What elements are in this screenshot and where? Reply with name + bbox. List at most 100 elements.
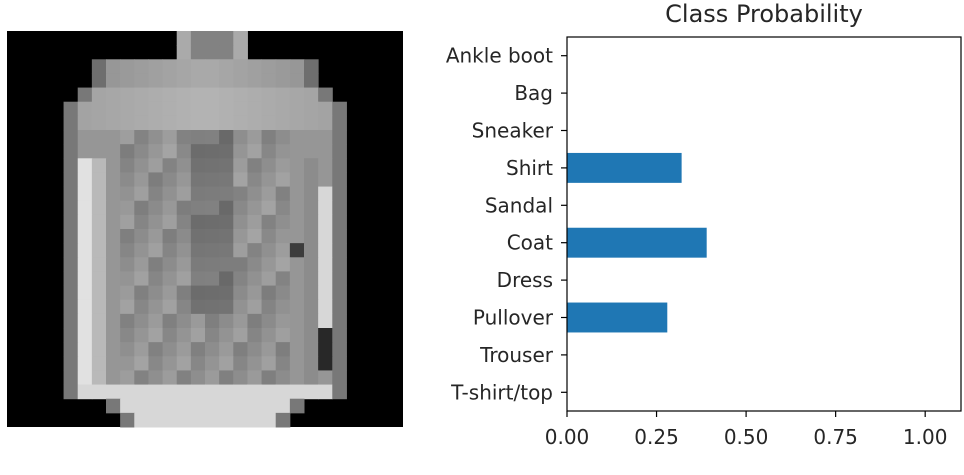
x-tick-label: 0.50 — [724, 425, 769, 449]
image-pixel — [247, 200, 263, 216]
image-pixel — [205, 87, 220, 103]
image-pixel — [91, 130, 107, 145]
image-pixel — [162, 243, 178, 258]
image-pixel — [233, 158, 248, 173]
image-pixel — [120, 87, 135, 103]
image-pixel — [190, 115, 206, 131]
image-pixel — [162, 172, 178, 188]
image-pixel — [120, 186, 135, 202]
image-pixel — [247, 271, 263, 287]
image-pixel — [247, 130, 263, 145]
image-pixel — [148, 229, 164, 244]
image-pixel — [219, 398, 234, 414]
image-pixel — [134, 299, 149, 315]
image-pixel — [106, 59, 121, 74]
image-pixel — [190, 214, 206, 230]
image-pixel — [162, 200, 178, 216]
image-pixel — [162, 342, 178, 357]
image-pixel — [233, 313, 248, 329]
image-pixel — [332, 257, 347, 272]
image-pixel — [318, 356, 333, 371]
image-pixel — [106, 130, 121, 145]
image-pixel — [63, 243, 79, 258]
image-pixel — [91, 342, 107, 357]
image-pixel — [63, 214, 79, 230]
image-pixel — [233, 31, 248, 46]
image-pixel — [63, 356, 79, 371]
image-pixel — [289, 328, 305, 343]
image-pixel — [289, 398, 305, 414]
image-pixel — [261, 158, 277, 173]
image-pixel — [162, 370, 178, 386]
image-pixel — [289, 144, 305, 159]
image-pixel — [120, 257, 135, 272]
image-pixel — [63, 229, 79, 244]
image-pixel — [247, 328, 263, 343]
image-pixel — [275, 257, 291, 272]
image-pixel — [233, 342, 248, 357]
image-pixel — [77, 356, 93, 371]
image-pixel — [148, 271, 164, 287]
image-pixel — [247, 115, 263, 131]
image-pixel — [247, 356, 263, 371]
image-pixel — [176, 257, 192, 272]
image-pixel — [289, 229, 305, 244]
image-pixel — [318, 101, 333, 117]
image-pixel — [77, 158, 93, 173]
image-pixel — [219, 73, 234, 89]
image-pixel — [275, 328, 291, 343]
image-pixel — [77, 186, 93, 202]
image-pixel — [332, 243, 347, 258]
image-pixel — [77, 172, 93, 188]
image-pixel — [304, 257, 319, 272]
image-pixel — [318, 313, 333, 329]
image-pixel — [219, 45, 234, 60]
image-pixel — [261, 299, 277, 315]
image-pixel — [106, 328, 121, 343]
image-pixel — [162, 130, 178, 145]
y-tick-label: T-shirt/top — [450, 380, 553, 404]
input-image-panel — [7, 31, 403, 428]
image-pixel — [219, 412, 234, 428]
image-pixel — [304, 370, 319, 386]
image-pixel — [205, 101, 220, 117]
image-pixel — [176, 229, 192, 244]
image-pixel — [134, 243, 149, 258]
image-pixel — [162, 214, 178, 230]
image-pixel — [120, 412, 135, 428]
image-pixel — [162, 59, 178, 74]
image-pixel — [247, 257, 263, 272]
image-pixel — [190, 172, 206, 188]
image-pixel — [233, 285, 248, 301]
image-pixel — [289, 384, 305, 400]
image-pixel — [148, 285, 164, 301]
image-pixel — [176, 200, 192, 216]
image-pixel — [63, 200, 79, 216]
image-pixel — [275, 384, 291, 400]
image-pixel — [162, 384, 178, 400]
image-pixel — [205, 200, 220, 216]
image-pixel — [205, 243, 220, 258]
x-axis-ticks: 0.00 0.25 0.50 0.75 1.00 — [545, 411, 947, 449]
image-pixel — [318, 87, 333, 103]
image-pixel — [162, 313, 178, 329]
image-pixel — [190, 87, 206, 103]
image-pixel — [106, 285, 121, 301]
image-pixel — [332, 101, 347, 117]
image-pixel — [162, 257, 178, 272]
image-pixel — [190, 370, 206, 386]
image-pixel — [162, 271, 178, 287]
image-pixel — [91, 186, 107, 202]
image-pixel — [233, 144, 248, 159]
y-tick-label: Sandal — [485, 193, 553, 217]
image-pixel — [106, 229, 121, 244]
image-pixel — [91, 101, 107, 117]
image-pixel — [205, 285, 220, 301]
image-pixel — [134, 271, 149, 287]
image-pixel — [219, 186, 234, 202]
y-tick-label: Trouser — [479, 343, 554, 367]
image-pixel — [247, 285, 263, 301]
image-pixel — [120, 384, 135, 400]
image-pixel — [148, 384, 164, 400]
